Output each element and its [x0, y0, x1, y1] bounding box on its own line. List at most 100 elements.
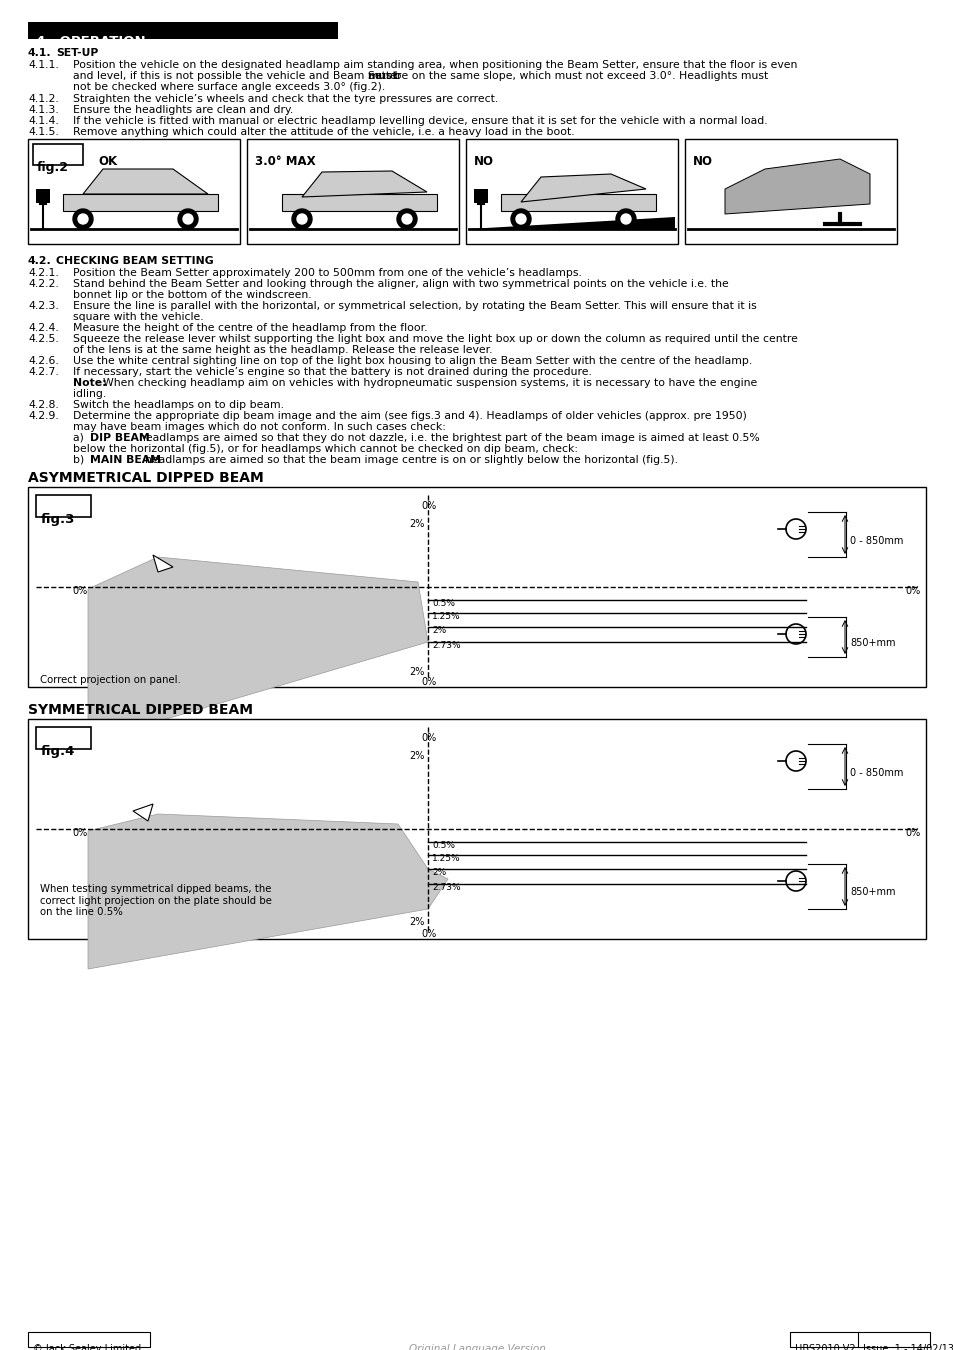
Text: Ensure the line is parallel with the horizontal, or symmetrical selection, by ro: Ensure the line is parallel with the hor…	[73, 301, 756, 310]
Circle shape	[73, 209, 92, 230]
Text: 1.25%: 1.25%	[432, 855, 460, 863]
Text: Issue: 1 - 14/02/13: Issue: 1 - 14/02/13	[862, 1345, 953, 1350]
Text: 2%: 2%	[409, 917, 424, 927]
Text: 3.0° MAX: 3.0° MAX	[254, 155, 315, 167]
Text: 2.73%: 2.73%	[432, 883, 460, 892]
Bar	[28, 720, 925, 940]
Text: Squeeze the release lever whilst supporting the light box and move the light box: Squeeze the release lever whilst support…	[73, 333, 797, 344]
Text: Stand behind the Beam Setter and looking through the aligner, align with two sym: Stand behind the Beam Setter and looking…	[73, 279, 728, 289]
Text: SET-UP: SET-UP	[56, 49, 98, 58]
Text: headlamps are aimed so that the beam image centre is on or slightly below the ho: headlamps are aimed so that the beam ima…	[145, 455, 678, 464]
Text: b): b)	[73, 455, 91, 464]
Text: 4.1.4.: 4.1.4.	[28, 116, 59, 126]
Circle shape	[516, 215, 525, 224]
Circle shape	[178, 209, 198, 230]
Polygon shape	[500, 194, 656, 211]
Text: 0%: 0%	[421, 676, 436, 687]
Text: ASYMMETRICAL DIPPED BEAM: ASYMMETRICAL DIPPED BEAM	[28, 471, 263, 485]
Text: fig.4: fig.4	[41, 745, 75, 757]
Text: not be checked where surface angle exceeds 3.0° (fig.2).: not be checked where surface angle excee…	[73, 82, 385, 92]
Text: and level, if this is not possible the vehicle and Beam Setter: and level, if this is not possible the v…	[73, 72, 404, 81]
Text: 0%: 0%	[421, 501, 436, 512]
Text: 0%: 0%	[904, 828, 920, 838]
Text: Ensure the headlights are clean and dry.: Ensure the headlights are clean and dry.	[73, 105, 293, 115]
Text: 850+mm: 850+mm	[849, 639, 895, 648]
Bar	[36, 728, 91, 749]
Text: Original Language Version: Original Language Version	[408, 1345, 545, 1350]
Text: SYMMETRICAL DIPPED BEAM: SYMMETRICAL DIPPED BEAM	[28, 703, 253, 717]
Text: 2%: 2%	[409, 518, 424, 529]
Text: When testing symmetrical dipped beams, the
correct light projection on the plate: When testing symmetrical dipped beams, t…	[40, 884, 272, 917]
Circle shape	[401, 215, 412, 224]
Circle shape	[183, 215, 193, 224]
Polygon shape	[282, 194, 436, 211]
Text: a): a)	[73, 433, 91, 443]
Polygon shape	[520, 174, 645, 202]
Bar	[465, 139, 678, 244]
Text: 0.5%: 0.5%	[432, 599, 455, 608]
Text: CHECKING BEAM SETTING: CHECKING BEAM SETTING	[56, 256, 213, 266]
Bar	[247, 139, 458, 244]
Bar	[33, 144, 83, 165]
Text: 0%: 0%	[72, 828, 88, 838]
Text: 1.25%: 1.25%	[432, 612, 460, 621]
Bar	[36, 189, 50, 202]
Text: Use the white central sighting line on top of the light box housing to align the: Use the white central sighting line on t…	[73, 356, 752, 366]
Text: 0 - 850mm: 0 - 850mm	[849, 768, 902, 778]
Text: When checking headlamp aim on vehicles with hydropneumatic suspension systems, i: When checking headlamp aim on vehicles w…	[103, 378, 757, 387]
Circle shape	[296, 215, 307, 224]
Text: 0%: 0%	[421, 929, 436, 940]
Text: below the horizontal (fig.5), or for headlamps which cannot be checked on dip be: below the horizontal (fig.5), or for hea…	[73, 444, 578, 454]
Text: 4.1.1.: 4.1.1.	[28, 59, 59, 70]
Bar	[36, 495, 91, 517]
Polygon shape	[302, 171, 427, 197]
Text: 4.  OPERATION: 4. OPERATION	[36, 35, 146, 49]
Text: must: must	[367, 72, 397, 81]
Text: 4.2.4.: 4.2.4.	[28, 323, 59, 333]
Text: Remove anything which could alter the attitude of the vehicle, i.e. a heavy load: Remove anything which could alter the at…	[73, 127, 574, 136]
Circle shape	[620, 215, 630, 224]
Polygon shape	[724, 159, 869, 215]
Text: 4.2.1.: 4.2.1.	[28, 269, 59, 278]
Text: 0 - 850mm: 0 - 850mm	[849, 536, 902, 545]
Text: may have beam images which do not conform. In such cases check:: may have beam images which do not confor…	[73, 423, 445, 432]
Polygon shape	[88, 558, 428, 742]
Text: 4.2.3.: 4.2.3.	[28, 301, 59, 310]
Circle shape	[292, 209, 312, 230]
Text: headlamps are aimed so that they do not dazzle, i.e. the brightest part of the b: headlamps are aimed so that they do not …	[139, 433, 759, 443]
Text: 2%: 2%	[432, 626, 446, 634]
Text: NO: NO	[474, 155, 494, 167]
Polygon shape	[469, 217, 675, 230]
Text: fig.2: fig.2	[37, 161, 69, 174]
Bar	[684, 139, 896, 244]
Text: 4.2.9.: 4.2.9.	[28, 410, 59, 421]
Polygon shape	[63, 194, 218, 211]
Text: Measure the height of the centre of the headlamp from the floor.: Measure the height of the centre of the …	[73, 323, 427, 333]
Text: Switch the headlamps on to dip beam.: Switch the headlamps on to dip beam.	[73, 400, 284, 410]
Text: OK: OK	[98, 155, 117, 167]
Text: 0.5%: 0.5%	[432, 841, 455, 850]
Text: 4.1.: 4.1.	[28, 49, 51, 58]
Text: 2.73%: 2.73%	[432, 641, 460, 649]
Text: © Jack Sealey Limited: © Jack Sealey Limited	[33, 1345, 141, 1350]
Text: DIP BEAM: DIP BEAM	[90, 433, 150, 443]
Bar	[28, 139, 240, 244]
Text: 4.2.5.: 4.2.5.	[28, 333, 59, 344]
Text: idling.: idling.	[73, 389, 106, 400]
Bar	[789, 1332, 929, 1347]
Text: MAIN BEAM: MAIN BEAM	[90, 455, 161, 464]
Text: 0%: 0%	[72, 586, 88, 595]
Bar	[474, 189, 488, 202]
Text: Straighten the vehicle’s wheels and check that the tyre pressures are correct.: Straighten the vehicle’s wheels and chec…	[73, 95, 497, 104]
Text: of the lens is at the same height as the headlamp. Release the release lever.: of the lens is at the same height as the…	[73, 346, 492, 355]
Text: 2%: 2%	[432, 868, 446, 878]
Text: If the vehicle is fitted with manual or electric headlamp levelling device, ensu: If the vehicle is fitted with manual or …	[73, 116, 767, 126]
Text: 4.1.2.: 4.1.2.	[28, 95, 59, 104]
Bar	[28, 487, 925, 687]
Text: Determine the appropriate dip beam image and the aim (see figs.3 and 4). Headlam: Determine the appropriate dip beam image…	[73, 410, 746, 421]
Text: 0%: 0%	[904, 586, 920, 595]
Text: be on the same slope, which must not exceed 3.0°. Headlights must: be on the same slope, which must not exc…	[391, 72, 767, 81]
Text: 2%: 2%	[409, 751, 424, 761]
Circle shape	[78, 215, 88, 224]
Circle shape	[396, 209, 416, 230]
